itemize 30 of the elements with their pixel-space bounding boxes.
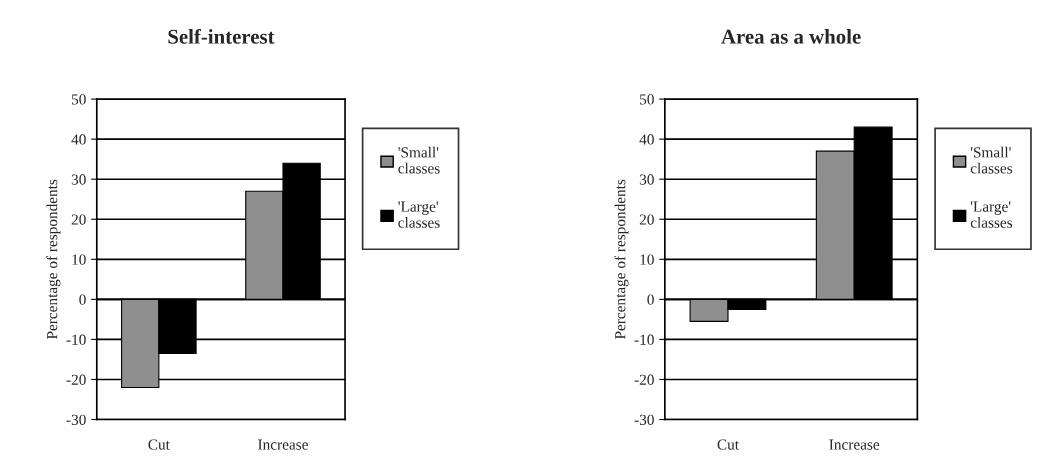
y-axis-title: Percentage of respondents [46,179,61,340]
y-tick-label: -10 [634,334,654,345]
y-tick-label: 30 [71,174,86,185]
legend-label: 'Small' classes [970,146,1013,174]
y-tick-label: 50 [640,94,654,105]
y-axis-title: Percentage of respondents [614,179,629,340]
y-tick-label: -30 [66,414,86,425]
y-tick-label: 20 [71,214,86,225]
chart-title: Self-interest [168,28,275,44]
chart-title: Area as a whole [721,29,861,44]
y-tick-label: 0 [79,294,86,305]
y-tick-label: -10 [66,334,86,345]
y-tick-label: 30 [639,174,654,185]
y-tick-label: -20 [634,374,654,385]
legend-label: 'Large' classes [970,201,1013,228]
y-tick-label: 0 [647,294,654,305]
y-tick-label: 10 [72,254,86,265]
y-tick-label: 40 [71,134,86,145]
y-tick-label: -30 [634,414,654,425]
y-tick-label: -20 [66,374,86,385]
x-tick-label: Increase [258,439,308,450]
x-tick-label: Cut [148,439,170,450]
x-tick-label: Increase [829,439,880,450]
x-tick-label: Cut [717,439,739,450]
y-tick-label: 10 [640,254,654,265]
legend-label: 'Small' classes [398,146,440,174]
y-tick-label: 50 [71,94,86,105]
y-tick-label: 20 [639,214,654,225]
legend-label: 'Large' classes [398,201,440,228]
y-tick-label: 40 [639,134,654,145]
